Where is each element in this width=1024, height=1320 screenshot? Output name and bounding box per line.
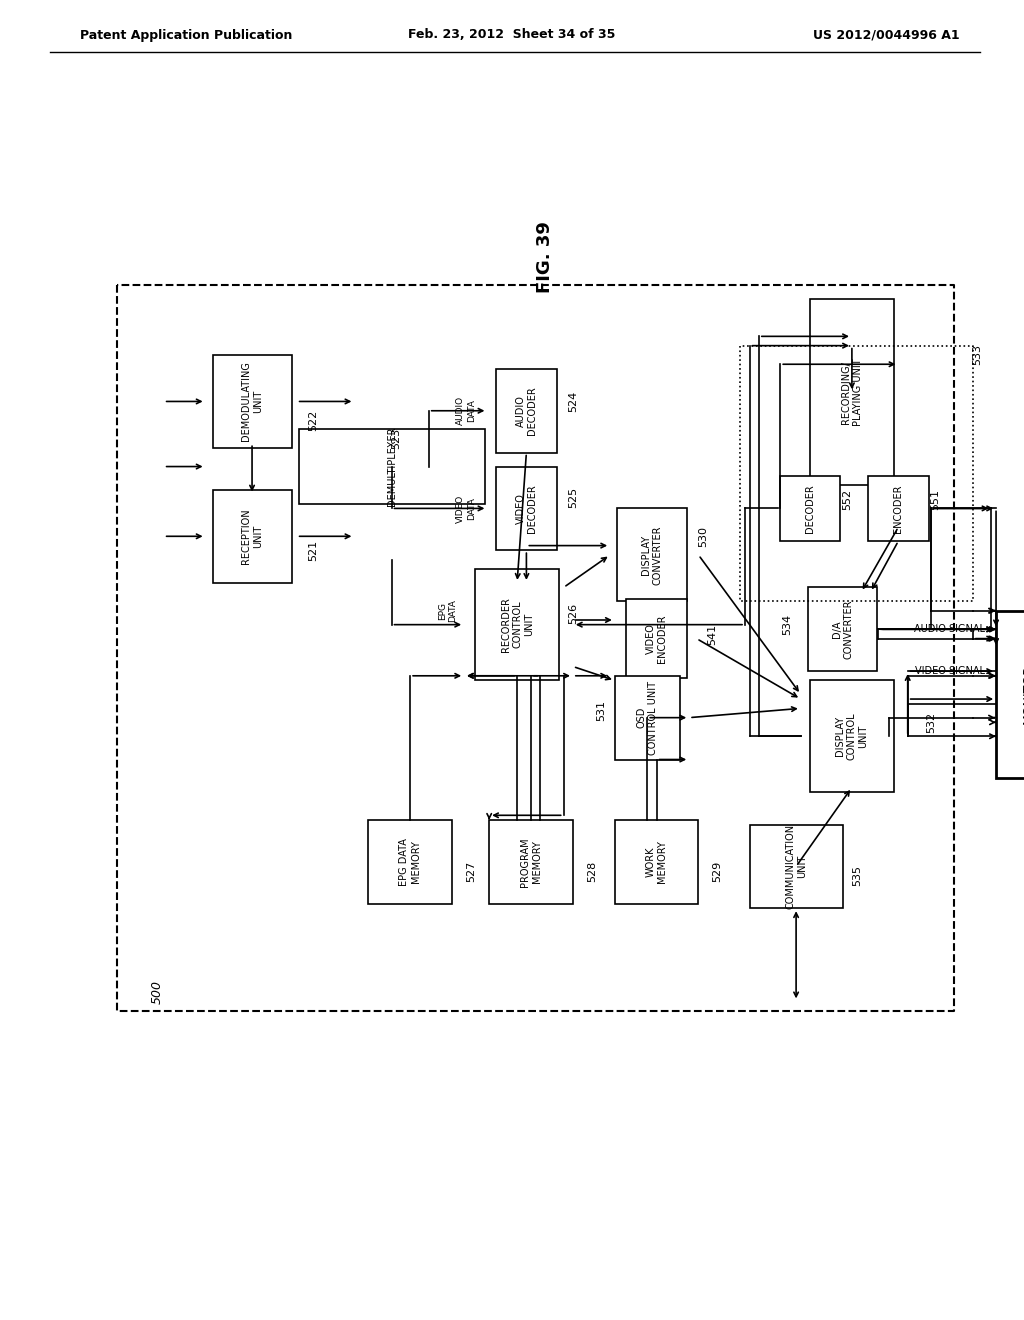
Text: VIDEO
ENCODER: VIDEO ENCODER (646, 614, 668, 663)
Bar (996, 611, 1024, 777)
Text: DEMODULATING
UNIT: DEMODULATING UNIT (242, 362, 263, 441)
Text: 527: 527 (466, 861, 476, 882)
Text: 531: 531 (596, 700, 606, 721)
Text: AUDIO
DECODER: AUDIO DECODER (516, 387, 538, 436)
Text: DECODER: DECODER (805, 484, 815, 533)
Text: D/A
CONVERTER: D/A CONVERTER (831, 599, 853, 659)
Bar (617, 508, 687, 602)
Text: 541: 541 (708, 623, 718, 644)
Bar (627, 599, 687, 678)
Text: VIDEO
DATA: VIDEO DATA (457, 494, 476, 523)
Text: OSD
CONTROL UNIT: OSD CONTROL UNIT (637, 681, 658, 755)
Text: 523: 523 (391, 428, 401, 449)
Text: ENCODER: ENCODER (893, 484, 903, 533)
Text: US 2012/0044996 A1: US 2012/0044996 A1 (813, 29, 961, 41)
Text: WORK
MEMORY: WORK MEMORY (646, 841, 668, 883)
Bar (780, 475, 841, 541)
Bar (489, 820, 572, 904)
Bar (213, 490, 292, 583)
Text: DISPLAY
CONVERTER: DISPLAY CONVERTER (641, 525, 663, 585)
Text: 535: 535 (852, 865, 862, 886)
Text: 533: 533 (973, 345, 982, 366)
Text: DISPLAY
CONTROL
UNIT: DISPLAY CONTROL UNIT (836, 713, 868, 760)
Text: 532: 532 (926, 711, 936, 733)
Bar (475, 569, 559, 680)
Text: 528: 528 (587, 861, 597, 882)
Text: FIG. 39: FIG. 39 (536, 222, 554, 293)
Bar (810, 300, 894, 486)
Text: EPG DATA
MEMORY: EPG DATA MEMORY (399, 838, 421, 886)
Text: 552: 552 (843, 488, 852, 510)
Text: Patent Application Publication: Patent Application Publication (80, 29, 293, 41)
Bar (808, 587, 878, 671)
Text: VIDEO
DECODER: VIDEO DECODER (516, 484, 538, 533)
Text: AUDIO
DATA: AUDIO DATA (457, 396, 476, 425)
Text: PROGRAM
MEMORY: PROGRAM MEMORY (520, 837, 542, 887)
Text: 534: 534 (781, 614, 792, 635)
Text: 522: 522 (308, 409, 317, 430)
Text: 525: 525 (568, 487, 578, 508)
Bar (614, 820, 698, 904)
Text: RECEPTION
UNIT: RECEPTION UNIT (242, 508, 263, 564)
Text: COMMUNICATION
UNIT: COMMUNICATION UNIT (785, 824, 807, 909)
Text: 551: 551 (931, 488, 941, 510)
Bar (750, 825, 843, 908)
Bar (369, 820, 452, 904)
Text: 500: 500 (151, 979, 164, 1005)
Text: 530: 530 (698, 525, 709, 546)
Text: 524: 524 (568, 391, 578, 412)
Text: 526: 526 (568, 603, 578, 624)
Bar (299, 429, 484, 504)
Text: DEMULTIPLEXER: DEMULTIPLEXER (386, 426, 396, 507)
Text: AUDIO SIGNAL: AUDIO SIGNAL (914, 624, 985, 635)
Text: RECORDING/
PLAYING UNIT: RECORDING/ PLAYING UNIT (841, 358, 862, 426)
Bar (213, 355, 292, 447)
Text: Feb. 23, 2012  Sheet 34 of 35: Feb. 23, 2012 Sheet 34 of 35 (409, 29, 615, 41)
Text: VIDEO SIGNAL: VIDEO SIGNAL (914, 667, 984, 676)
Text: RECORDER
CONTROL
UNIT: RECORDER CONTROL UNIT (501, 597, 534, 652)
Text: MONITOR: MONITOR (1022, 664, 1024, 725)
Bar (497, 466, 557, 550)
Bar (497, 368, 557, 453)
Bar (614, 676, 680, 759)
Text: 529: 529 (713, 861, 722, 882)
Bar (868, 475, 929, 541)
Text: 521: 521 (308, 540, 317, 561)
Bar (810, 680, 894, 792)
Text: EPG
DATA: EPG DATA (437, 599, 457, 622)
